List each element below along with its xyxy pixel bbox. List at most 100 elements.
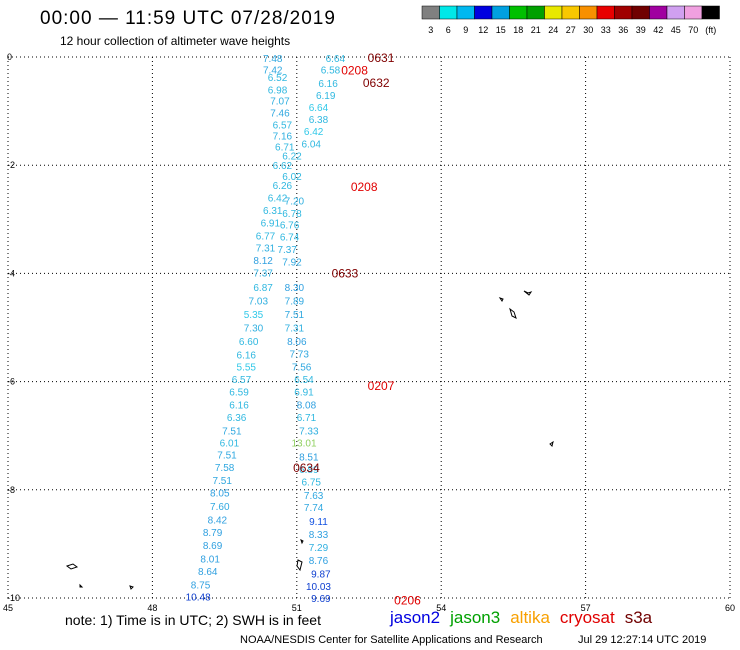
- wave-height-label: 6.91: [261, 219, 281, 230]
- wave-height-label: 8.12: [253, 256, 273, 267]
- wave-height-label: 6.76: [280, 221, 300, 232]
- wave-height-label: 13.01: [292, 439, 317, 450]
- wave-height-label: 6.36: [227, 413, 247, 424]
- wave-height-label: 6.54: [294, 375, 314, 386]
- wave-height-label: 6.22: [282, 151, 302, 162]
- legend-label: 30: [583, 25, 593, 35]
- wave-height-label: 6.42: [268, 194, 288, 205]
- legend-label: 42: [653, 25, 663, 35]
- wave-height-label: 6.98: [268, 85, 288, 96]
- legend-label: 39: [636, 25, 646, 35]
- island-outline: [129, 585, 134, 590]
- wave-height-label: 6.04: [302, 140, 322, 151]
- wave-height-label: 8.08: [297, 400, 317, 411]
- y-tick-label: -6: [7, 377, 15, 387]
- wave-height-label: 6.89: [299, 465, 319, 476]
- wave-height-label: 7.56: [292, 362, 312, 373]
- wave-height-label: 6.57: [232, 375, 252, 386]
- wave-height-label: 6.71: [297, 413, 317, 424]
- wave-height-label: 8.76: [309, 556, 329, 567]
- wave-height-label: 7.31: [256, 243, 276, 254]
- pass-time-label: 0207: [368, 379, 395, 393]
- x-tick-label: 45: [3, 603, 13, 613]
- legend-label: 3: [428, 25, 433, 35]
- legend-label: 36: [618, 25, 628, 35]
- wave-height-label: 10.03: [306, 582, 331, 593]
- wave-height-label: 6.31: [263, 206, 283, 217]
- wave-height-label: 7.60: [210, 502, 230, 513]
- pass-time-label: 0631: [368, 51, 395, 65]
- wave-height-label: 6.64: [309, 103, 329, 114]
- wave-height-label: 8.75: [191, 580, 211, 591]
- wave-height-label: 6.74: [280, 233, 300, 244]
- wave-height-label: 7.20: [285, 196, 305, 207]
- wave-height-label: 6.91: [294, 387, 314, 398]
- pass-time-label: 0633: [332, 266, 359, 280]
- wave-height-label: 6.16: [229, 400, 249, 411]
- wave-height-label: 9.87: [311, 570, 331, 581]
- y-tick-label: 0: [7, 52, 12, 62]
- wave-height-label: 7.16: [273, 131, 293, 142]
- wave-height-label: 6.58: [321, 65, 341, 76]
- island-outline: [65, 563, 79, 570]
- wave-height-label: 8.30: [285, 283, 305, 294]
- wave-height-label: 6.71: [275, 142, 295, 153]
- wave-height-label: 7.51: [222, 426, 242, 437]
- wave-height-label: 6.87: [253, 283, 273, 294]
- legend-label: 6: [446, 25, 451, 35]
- island-outline: [498, 297, 504, 302]
- legend-label: 70: [688, 25, 698, 35]
- wave-height-label: 6.01: [220, 439, 240, 450]
- wave-height-label: 8.64: [198, 567, 218, 578]
- satellite-jason2: jason2: [390, 608, 441, 627]
- y-tick-label: -10: [7, 593, 20, 603]
- wave-height-label: 8.42: [208, 516, 228, 527]
- generated-timestamp: Jul 29 12:27:14 UTC 2019: [578, 634, 707, 646]
- wave-height-label: 6.62: [273, 161, 293, 172]
- wave-height-label: 8.05: [210, 489, 230, 500]
- x-tick-label: 60: [725, 603, 735, 613]
- legend-label: 21: [531, 25, 541, 35]
- satellite-s3a: s3a: [624, 608, 653, 627]
- wave-height-label: 8.51: [299, 452, 319, 463]
- legend-label: 9: [463, 25, 468, 35]
- wave-height-label: 8.06: [287, 337, 307, 348]
- color-legend: 3 6 9 12 15 18 21 24 27 30 33 36 39 42 45 70 (ft): [421, 5, 720, 35]
- x-tick-label: 57: [581, 603, 591, 613]
- legend-label: 24: [548, 25, 558, 35]
- island-outline: [79, 583, 84, 588]
- wave-height-label: 7.31: [285, 324, 305, 335]
- wave-height-label: 7.92: [282, 257, 302, 268]
- wave-height-label: 7.89: [285, 296, 305, 307]
- wave-height-label: 6.57: [273, 121, 293, 132]
- legend-label: 45: [671, 25, 681, 35]
- legend-label: 12: [478, 25, 488, 35]
- pass-time-label: 0632: [363, 76, 390, 90]
- footnote: note: 1) Time is in UTC; 2) SWH is in fe…: [65, 612, 321, 628]
- wave-height-label: 6.42: [304, 127, 324, 138]
- page-subtitle: 12 hour collection of altimeter wave hei…: [60, 34, 291, 48]
- wave-height-label: 7.74: [304, 503, 324, 514]
- wave-height-label: 7.46: [270, 109, 290, 120]
- wave-height-label: 5.35: [244, 310, 264, 321]
- wave-height-label: 8.79: [203, 528, 223, 539]
- wave-height-label: 7.63: [304, 491, 324, 502]
- wave-height-label: 6.38: [309, 115, 329, 126]
- wave-height-label: 7.03: [249, 296, 269, 307]
- wave-height-label: 10.48: [186, 592, 211, 603]
- wave-height-label: 9.11: [309, 517, 328, 528]
- wave-height-label: 7.51: [285, 310, 305, 321]
- satellite-jason3: jason3: [450, 608, 501, 627]
- wave-height-label: 7.30: [244, 324, 264, 335]
- y-tick-label: -4: [7, 268, 15, 278]
- island-outline: [300, 539, 304, 545]
- wave-height-label: 8.01: [200, 555, 220, 566]
- wave-height-label: 7.33: [299, 426, 319, 437]
- wave-height-label: 7.73: [289, 349, 309, 360]
- wave-height-label: 6.60: [239, 337, 259, 348]
- pass-time-label: 0206: [394, 594, 421, 608]
- wave-height-label: 6.78: [282, 209, 302, 220]
- wave-height-label: 6.52: [268, 73, 288, 84]
- page-title: 00:00 — 11:59 UTC 07/28/2019: [40, 8, 336, 29]
